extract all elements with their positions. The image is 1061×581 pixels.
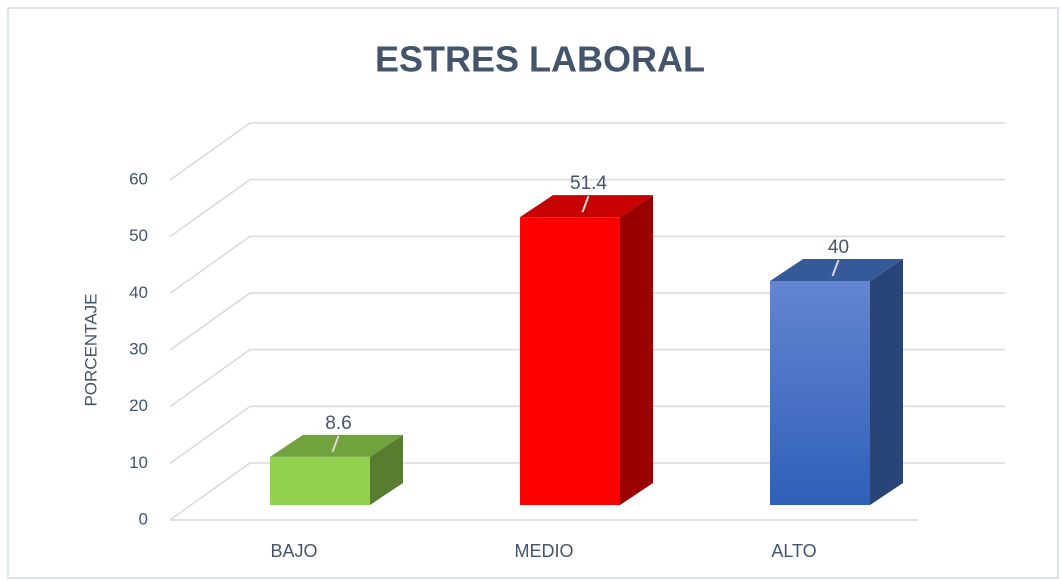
bar-side xyxy=(370,434,403,505)
grid-line xyxy=(169,405,1005,464)
grid-line xyxy=(169,462,1005,521)
y-tick-label: 20 xyxy=(129,396,148,415)
grid-line xyxy=(169,122,1005,181)
chart-title: ESTRES LABORAL xyxy=(375,39,705,80)
x-tick-label: MEDIO xyxy=(514,541,573,561)
data-label: 8.6 xyxy=(325,413,351,434)
grid-line xyxy=(169,235,1005,294)
bar xyxy=(520,217,620,505)
x-tick-label: BAJO xyxy=(270,541,317,561)
grid-line xyxy=(169,178,1005,238)
x-tick-label: ALTO xyxy=(771,541,816,561)
leader-line xyxy=(331,435,340,453)
bar-side xyxy=(620,195,653,505)
bar xyxy=(770,281,870,505)
bar-side xyxy=(870,259,903,505)
bar-top xyxy=(770,259,903,281)
grid-line xyxy=(169,292,1005,351)
data-label: 51.4 xyxy=(570,173,607,194)
y-tick-label: 0 xyxy=(139,509,148,528)
bar-top xyxy=(520,195,653,218)
leader-line xyxy=(581,195,590,213)
y-tick-label: 40 xyxy=(129,283,148,302)
bar xyxy=(270,456,370,505)
grid-line xyxy=(169,348,1005,408)
data-label: 40 xyxy=(828,237,849,258)
y-tick-label: 60 xyxy=(129,169,148,188)
leader-line xyxy=(831,259,840,277)
y-tick-label: 10 xyxy=(129,453,148,472)
y-tick-label: 30 xyxy=(129,339,148,358)
y-tick-label: 50 xyxy=(129,226,148,245)
bar-top xyxy=(270,434,403,457)
y-axis-label: PORCENTAJE xyxy=(81,293,100,406)
